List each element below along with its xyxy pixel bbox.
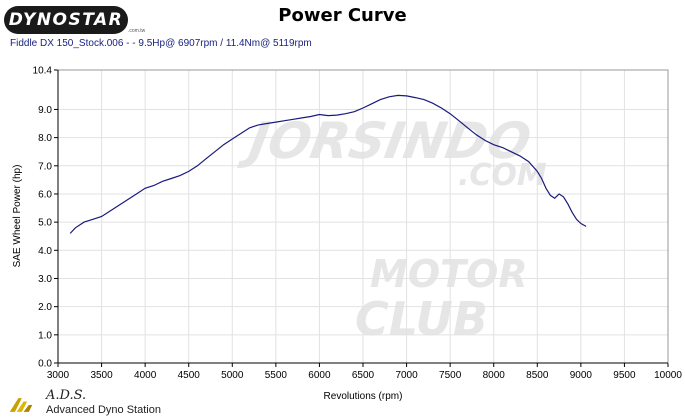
- y-tick-label: 3.0: [38, 274, 52, 285]
- x-tick-label: 8500: [526, 370, 549, 381]
- y-tick-label: 2.0: [38, 302, 52, 313]
- x-tick-label: 7500: [439, 370, 462, 381]
- y-tick-label: 8.0: [38, 133, 52, 144]
- ads-logo-icon: [9, 398, 33, 412]
- y-tick-label: 10.4: [33, 66, 53, 77]
- ads-subtitle: Advanced Dyno Station: [46, 404, 161, 416]
- tick-labels: 3000 3500 4000 4500 5000 5500 6000 6500 7000 7500…: [33, 66, 683, 382]
- ads-title: A.D.S.: [46, 388, 87, 403]
- x-tick-label: 3500: [90, 370, 113, 381]
- logo-subtext: .com.tw: [128, 28, 146, 34]
- series: [69, 94, 587, 234]
- y-tick-label: 0.0: [38, 359, 52, 370]
- x-tick-label: 9000: [570, 370, 593, 381]
- dynostar-logo: DYNOSTAR: [4, 6, 128, 34]
- x-tick-label: 4500: [178, 370, 201, 381]
- x-tick-label: 6500: [352, 370, 375, 381]
- x-tick-label: 10000: [654, 370, 682, 381]
- x-axis-label: Revolutions (rpm): [324, 391, 403, 402]
- x-tick-label: 9500: [613, 370, 636, 381]
- y-tick-label: 7.0: [38, 161, 52, 172]
- x-tick-label: 4000: [134, 370, 157, 381]
- run-info: Fiddle DX 150_Stock.006 - - 9.5Hp@ 6907r…: [10, 38, 312, 49]
- y-tick-label: 4.0: [38, 246, 52, 257]
- chart-title: Power Curve: [278, 5, 407, 26]
- y-axis-label: SAE Wheel Power (hp): [12, 165, 23, 268]
- axes: [54, 69, 669, 367]
- y-tick-label: 9.0: [38, 105, 52, 116]
- logo-text: DYNOSTAR: [8, 10, 124, 30]
- y-tick-label: 1.0: [38, 330, 52, 341]
- y-tick-label: 6.0: [38, 189, 52, 200]
- y-tick-label: 5.0: [38, 218, 52, 229]
- x-tick-label: 7000: [395, 370, 418, 381]
- x-tick-label: 5000: [221, 370, 244, 381]
- grid: [57, 69, 669, 364]
- x-tick-label: 5500: [265, 370, 288, 381]
- power-series-line: [69, 94, 587, 234]
- x-tick-label: 8000: [483, 370, 506, 381]
- x-tick-label: 3000: [47, 370, 70, 381]
- x-tick-label: 6000: [308, 370, 331, 381]
